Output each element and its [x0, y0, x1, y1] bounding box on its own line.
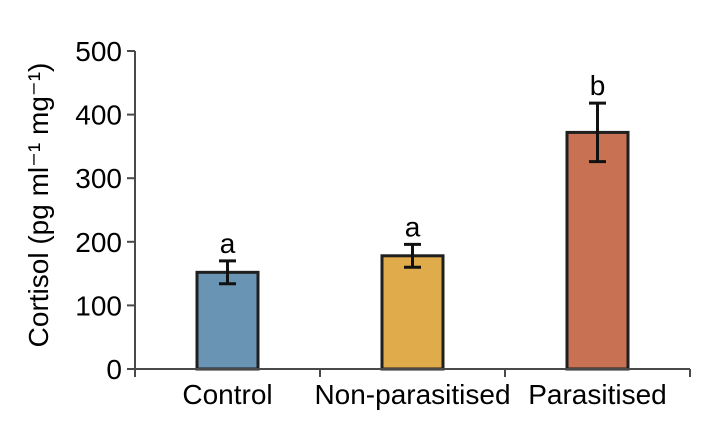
x-category-label: Control — [182, 379, 272, 410]
significance-letter: b — [590, 70, 606, 101]
significance-letter: a — [220, 228, 236, 259]
x-category-label: Non-parasitised — [314, 379, 510, 410]
y-tick-label: 0 — [106, 354, 122, 385]
y-tick-label: 400 — [75, 100, 122, 131]
y-tick-label: 300 — [75, 163, 122, 194]
y-tick-label: 200 — [75, 227, 122, 258]
bar-control — [195, 270, 260, 371]
significance-letter: a — [405, 211, 421, 242]
bar-non-parasitised — [380, 254, 445, 371]
bar-parasitised — [565, 130, 630, 371]
y-axis-label: Cortisol (pg ml⁻¹ mg⁻¹) — [23, 63, 54, 348]
x-category-label: Parasitised — [528, 379, 667, 410]
y-tick-label: 500 — [75, 36, 122, 67]
y-tick-label: 100 — [75, 290, 122, 321]
